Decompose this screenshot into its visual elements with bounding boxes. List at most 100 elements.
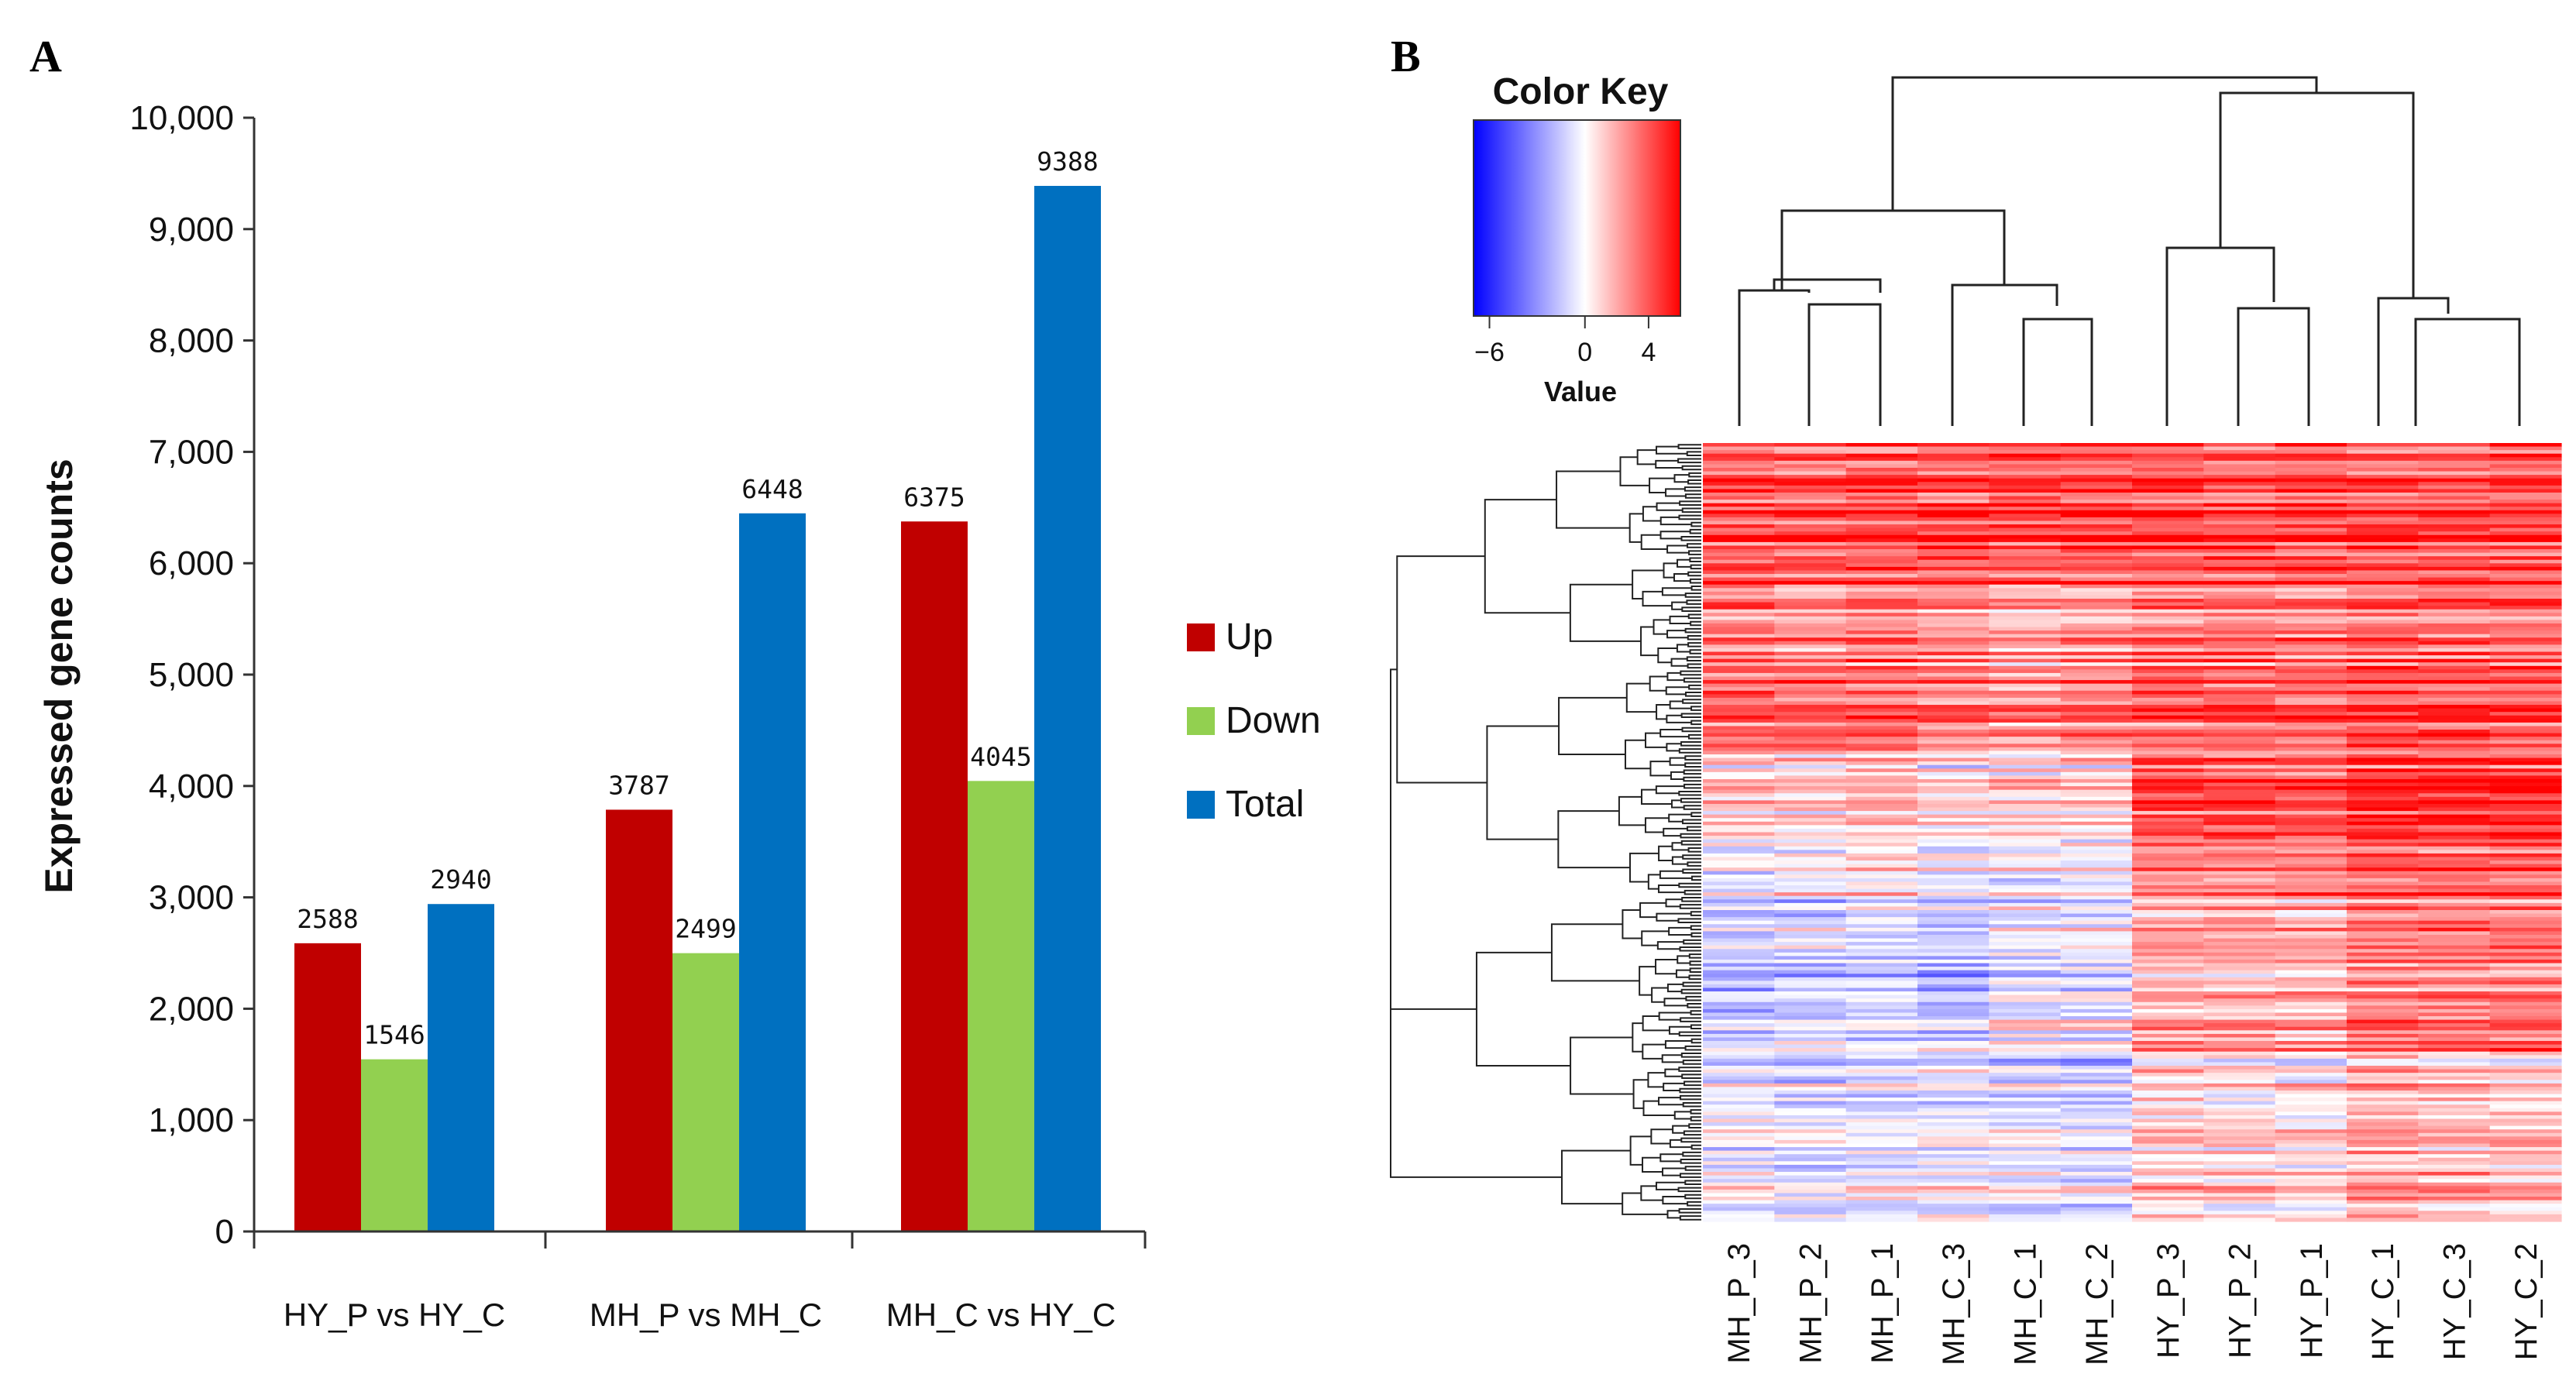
heatmap-cell <box>2060 1186 2133 1190</box>
heatmap-cell <box>1845 998 1918 1003</box>
heatmap-cell <box>2275 811 2347 816</box>
heatmap-cell <box>2418 807 2491 812</box>
heatmap-cell <box>1917 669 1990 674</box>
heatmap-cell <box>2347 1087 2419 1091</box>
heatmap-cell <box>2203 482 2276 486</box>
heatmap-cell <box>1845 878 1918 883</box>
heatmap-cell <box>2132 1104 2204 1109</box>
heatmap-cell <box>1989 549 2062 554</box>
row-dendrogram-branch <box>1690 1116 1701 1121</box>
heatmap-cell <box>1774 570 1847 575</box>
heatmap-cell <box>1989 857 2062 861</box>
heatmap-cell <box>1989 1044 2062 1049</box>
row-dendrogram-branch <box>1624 739 1651 770</box>
heatmap-cell <box>2060 503 2133 507</box>
heatmap-cell <box>1917 1218 1990 1222</box>
heatmap-cell <box>2203 778 2276 784</box>
heatmap-cell <box>1845 1189 1918 1194</box>
heatmap-cell <box>1845 584 1918 589</box>
heatmap-cell <box>2347 814 2419 819</box>
row-dendrogram-branch <box>1688 974 1701 981</box>
heatmap-cell <box>2347 1026 2419 1031</box>
heatmap-cell <box>1774 464 1847 469</box>
heatmap-cell <box>2347 556 2419 561</box>
heatmap-cell <box>2060 871 2133 875</box>
heatmap-cell <box>1845 931 1918 936</box>
heatmap-cell <box>2203 803 2276 809</box>
heatmap-cell <box>1774 1197 1847 1201</box>
heatmap-cell <box>1989 1041 2062 1046</box>
heatmap-cell <box>1917 1087 1990 1091</box>
heatmap-cell <box>1774 453 1847 458</box>
heatmap-cell <box>2203 1136 2276 1141</box>
heatmap-cell <box>2060 549 2133 554</box>
heatmap-cell <box>2275 803 2347 809</box>
heatmap-cell <box>2132 680 2204 685</box>
heatmap-cell <box>2132 613 2204 617</box>
heatmap-cell <box>2060 984 2133 989</box>
heatmap-cell <box>2347 740 2419 744</box>
heatmap-cell <box>2132 1055 2204 1060</box>
heatmap-cell <box>1703 931 1775 936</box>
heatmap-cell <box>2347 715 2419 720</box>
heatmap-cell <box>2132 570 2204 575</box>
row-dendrogram-branch <box>1687 663 1701 669</box>
heatmap-cell <box>1845 1033 1918 1039</box>
heatmap-cell <box>2203 1073 2276 1077</box>
heatmap-cell <box>2275 1073 2347 1077</box>
heatmap-cell <box>2060 1076 2133 1080</box>
heatmap-cell <box>1774 443 1847 448</box>
heatmap-cell <box>2132 1157 2204 1162</box>
heatmap-cell <box>1703 609 1775 613</box>
heatmap-cell <box>2489 1154 2562 1159</box>
heatmap-cell <box>2347 584 2419 589</box>
heatmap-cell <box>1774 715 1847 720</box>
heatmap-cell <box>1703 814 1775 819</box>
heatmap-cell <box>1774 782 1847 787</box>
heatmap-cell <box>2347 606 2419 610</box>
row-dendrogram-branch <box>1680 1017 1701 1022</box>
heatmap-cell <box>1917 963 1990 967</box>
heatmap-cell <box>1774 1193 1847 1197</box>
heatmap-cell <box>2489 595 2562 599</box>
heatmap-cell <box>1989 991 2062 996</box>
heatmap-cell <box>2060 588 2133 593</box>
heatmap-cell <box>1774 920 1847 925</box>
heatmap-cell <box>1917 1048 1990 1053</box>
heatmap-cell <box>2489 1204 2562 1208</box>
heatmap-cell <box>2275 620 2347 624</box>
heatmap-cell <box>1917 514 1990 518</box>
heatmap-cell <box>1989 881 2062 886</box>
bar-total <box>739 513 806 1231</box>
heatmap-cell <box>2347 1143 2419 1148</box>
heatmap-cell <box>2489 874 2562 879</box>
heatmap-cell <box>1917 942 1990 946</box>
heatmap-cell <box>1774 655 1847 660</box>
panel-a-letter: A <box>29 31 62 81</box>
heatmap-cell <box>2060 1023 2133 1028</box>
heatmap-cell <box>2203 1164 2276 1170</box>
heatmap-cell <box>1989 1066 2062 1070</box>
heatmap-cell <box>2418 864 2491 868</box>
heatmap-cell <box>1774 641 1847 645</box>
y-tick-label: 0 <box>215 1213 234 1251</box>
heatmap-cell <box>1989 1026 2062 1031</box>
heatmap-cell <box>2275 446 2347 451</box>
heatmap-cell <box>1989 1073 2062 1077</box>
heatmap-chart: Color Key −6 0 4 Value MH_P_3 MH_P_2 MH_P_1 M… <box>1390 71 2562 1365</box>
heatmap-cell <box>2060 574 2133 579</box>
heatmap-cell <box>2347 1108 2419 1112</box>
heatmap-cell <box>1774 1168 1847 1173</box>
heatmap-cell <box>1917 917 1990 922</box>
heatmap-cell <box>2060 471 2133 476</box>
heatmap-cell <box>2132 690 2204 695</box>
heatmap-cell <box>1917 934 1990 939</box>
heatmap-cell <box>2418 832 2491 836</box>
heatmap-cell <box>1703 669 1775 674</box>
heatmap-cell <box>2418 1179 2491 1183</box>
heatmap-cell <box>2418 1118 2491 1123</box>
heatmap-cell <box>1703 1090 1775 1095</box>
row-dendrogram-branch <box>1666 1210 1680 1219</box>
heatmap-cell <box>2418 1147 2491 1152</box>
heatmap-cell <box>2347 959 2419 964</box>
